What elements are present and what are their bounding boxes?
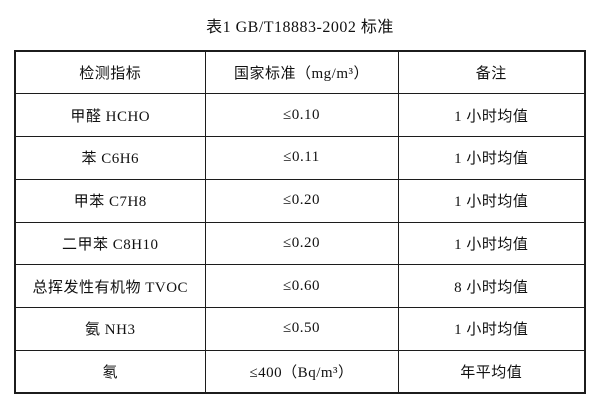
table-row: 氡 ≤400（Bq/m³） 年平均值	[14, 349, 586, 394]
cell-indicator: 甲醛 HCHO	[14, 93, 206, 137]
table-row: 甲醛 HCHO ≤0.10 1 小时均值	[14, 93, 586, 137]
cell-indicator: 氡	[14, 349, 206, 394]
table-row: 苯 C6H6 ≤0.11 1 小时均值	[14, 136, 586, 180]
table-row: 二甲苯 C8H10 ≤0.20 1 小时均值	[14, 221, 586, 266]
cell-indicator: 苯 C6H6	[14, 136, 206, 180]
standards-table: 检测指标 国家标准（mg/m³） 备注 甲醛 HCHO ≤0.10 1 小时均值…	[14, 50, 586, 394]
cell-standard: ≤0.50	[204, 307, 399, 351]
cell-remark: 1 小时均值	[397, 93, 586, 137]
cell-indicator: 氨 NH3	[14, 307, 206, 351]
cell-remark: 1 小时均值	[397, 221, 586, 266]
cell-remark: 1 小时均值	[397, 307, 586, 351]
table-title: 表1 GB/T18883-2002 标准	[206, 19, 394, 36]
cell-indicator: 总挥发性有机物 TVOC	[14, 264, 206, 308]
cell-remark: 8 小时均值	[397, 264, 586, 308]
column-header-remark: 备注	[397, 50, 586, 95]
column-header-indicator: 检测指标	[14, 50, 206, 95]
cell-standard: ≤400（Bq/m³）	[204, 349, 399, 394]
cell-standard: ≤0.10	[204, 93, 399, 137]
header-row: 检测指标 国家标准（mg/m³） 备注	[14, 50, 586, 95]
column-header-national-standard: 国家标准（mg/m³）	[204, 50, 399, 95]
table-row: 甲苯 C7H8 ≤0.20 1 小时均值	[14, 178, 586, 223]
cell-indicator: 甲苯 C7H8	[14, 178, 206, 223]
cell-indicator: 二甲苯 C8H10	[14, 221, 206, 266]
cell-remark: 年平均值	[397, 349, 586, 394]
cell-remark: 1 小时均值	[397, 136, 586, 180]
table-row: 总挥发性有机物 TVOC ≤0.60 8 小时均值	[14, 264, 586, 308]
cell-standard: ≤0.20	[204, 221, 399, 266]
table-row: 氨 NH3 ≤0.50 1 小时均值	[14, 307, 586, 351]
cell-standard: ≤0.20	[204, 178, 399, 223]
cell-standard: ≤0.11	[204, 136, 399, 180]
cell-standard: ≤0.60	[204, 264, 399, 308]
cell-remark: 1 小时均值	[397, 178, 586, 223]
